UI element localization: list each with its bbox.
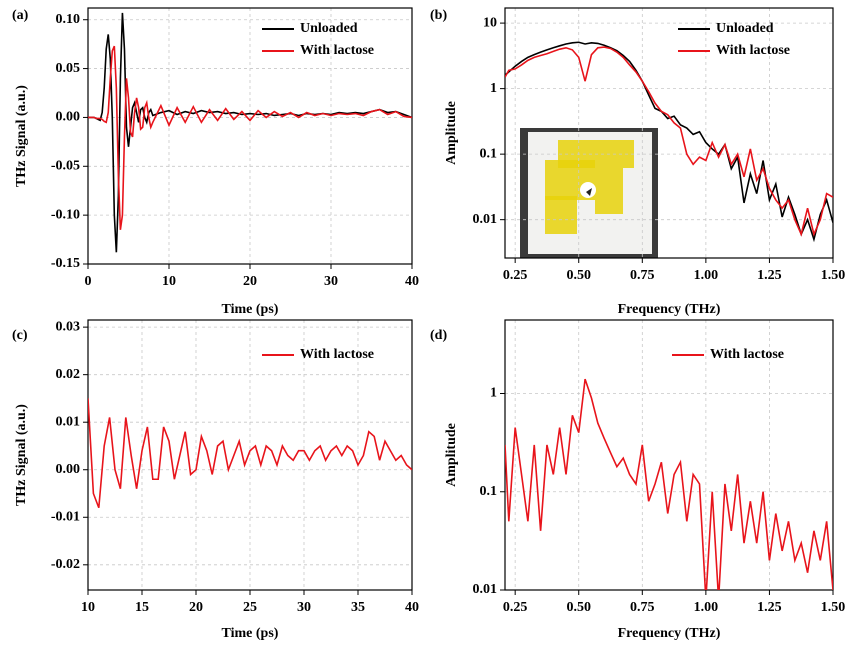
y-tick-label: 0.1: [480, 146, 498, 161]
x-tick-label: 0.75: [630, 600, 655, 615]
x-tick-label: 0.50: [566, 600, 591, 615]
x-tick-label: 1.25: [757, 600, 782, 615]
legend-label: Unloaded: [716, 21, 774, 36]
x-tick-label: 20: [189, 600, 203, 615]
y-tick-label: 0.01: [56, 414, 81, 429]
panel-label: (c): [12, 328, 28, 343]
y-tick-label: 1: [490, 386, 497, 401]
legend-label: With lactose: [716, 43, 790, 58]
x-tick-label: 0.25: [503, 268, 528, 283]
plot-frame: [87, 7, 413, 265]
x-tick-label: 0.75: [630, 268, 655, 283]
x-tick-label: 40: [405, 274, 419, 289]
y-tick-label: -0.05: [51, 159, 80, 174]
y-tick-label: 0.01: [473, 582, 498, 597]
x-tick-label: 20: [243, 274, 257, 289]
legend-label: With lactose: [300, 347, 374, 362]
y-tick-label: 0.03: [56, 319, 81, 334]
panel-label: (b): [430, 8, 447, 23]
x-tick-label: 15: [135, 600, 149, 615]
legend-label: Unloaded: [300, 21, 358, 36]
y-axis-label: THz Signal (a.u.): [14, 85, 29, 187]
data-line: [505, 41, 833, 243]
x-tick-label: 0.50: [566, 268, 591, 283]
x-tick-label: 30: [297, 600, 311, 615]
x-axis-label: Time (ps): [222, 302, 279, 317]
y-tick-label: -0.02: [51, 557, 80, 572]
y-axis-label: THz Signal (a.u.): [14, 404, 29, 506]
inset-photo: [520, 128, 658, 258]
y-axis-label: Amplitude: [444, 101, 459, 165]
data-line: [88, 398, 412, 509]
legend-label: With lactose: [710, 347, 784, 362]
x-tick-label: 1.00: [694, 600, 719, 615]
y-tick-label: 0.02: [56, 367, 81, 382]
y-axis-label: Amplitude: [444, 423, 459, 487]
x-tick-label: 35: [351, 600, 365, 615]
x-tick-label: 30: [324, 274, 338, 289]
y-tick-label: 0.01: [473, 212, 498, 227]
data-line: [505, 378, 833, 590]
y-tick-label: 0.00: [56, 110, 81, 125]
x-tick-label: 1.25: [757, 268, 782, 283]
y-tick-label: 0.05: [56, 61, 81, 76]
x-tick-label: 0.25: [503, 600, 528, 615]
x-axis-label: Frequency (THz): [618, 626, 721, 641]
x-axis-label: Frequency (THz): [618, 302, 721, 317]
data-line: [505, 46, 833, 237]
x-tick-label: 40: [405, 600, 419, 615]
x-tick-label: 25: [243, 600, 257, 615]
x-tick-label: 1.00: [694, 268, 719, 283]
x-tick-label: 10: [162, 274, 176, 289]
y-tick-label: 0.10: [56, 12, 81, 27]
panel-label: (d): [430, 328, 447, 343]
x-tick-label: 10: [81, 600, 95, 615]
y-tick-label: 10: [483, 15, 497, 30]
plot-frame: [504, 7, 834, 259]
legend-label: With lactose: [300, 43, 374, 58]
y-tick-label: -0.10: [51, 207, 80, 222]
x-tick-label: 1.50: [821, 268, 846, 283]
data-line: [88, 45, 412, 230]
x-tick-label: 1.50: [821, 600, 846, 615]
panel-label: (a): [12, 8, 29, 23]
x-tick-label: 0: [85, 274, 92, 289]
y-tick-label: 0.1: [480, 484, 498, 499]
plot-frame: [87, 319, 413, 591]
y-tick-label: -0.01: [51, 509, 80, 524]
y-tick-label: 1: [490, 81, 497, 96]
x-axis-label: Time (ps): [222, 626, 279, 641]
y-tick-label: -0.15: [51, 256, 80, 271]
y-tick-label: 0.00: [56, 462, 81, 477]
